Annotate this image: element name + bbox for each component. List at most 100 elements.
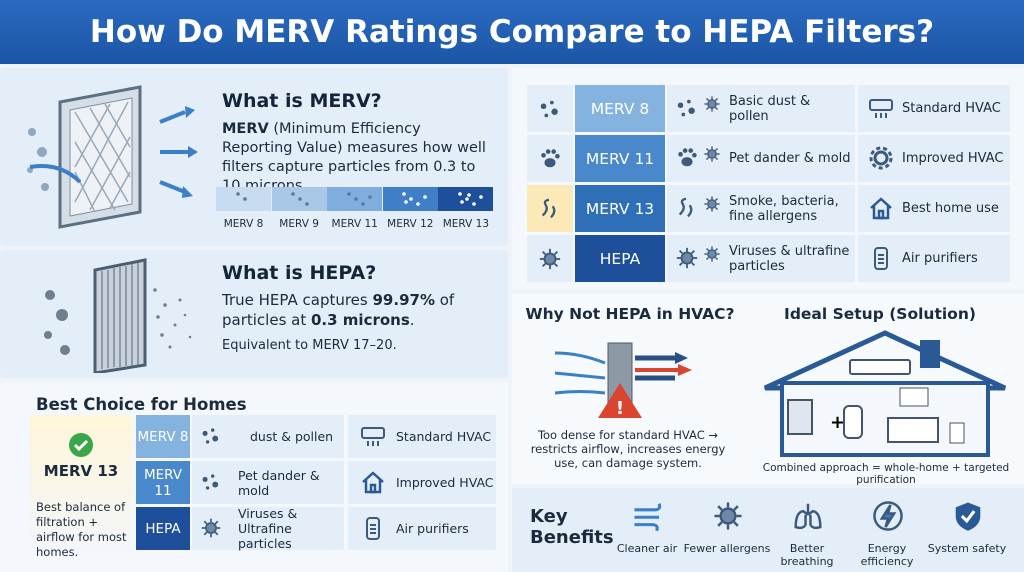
particles-text: Basic dust & pollen — [729, 93, 811, 124]
graphic — [101, 263, 139, 369]
graphic — [27, 128, 49, 191]
graphic — [183, 313, 187, 317]
graphic — [714, 256, 719, 261]
graphic — [168, 345, 172, 349]
icon — [869, 99, 893, 118]
system-text: Best home use — [902, 201, 999, 216]
graphic — [714, 97, 719, 102]
graphic — [104, 103, 131, 148]
graphic — [467, 193, 471, 197]
graphic — [109, 171, 131, 209]
rating-cell: MERV 13 — [575, 185, 665, 232]
graphic — [680, 251, 694, 265]
graphic — [188, 335, 192, 339]
graphic — [305, 202, 309, 206]
graphic — [362, 471, 384, 494]
scale-label: MERV 9 — [279, 218, 319, 230]
row-icon-cell — [527, 135, 573, 182]
system-cell: Standard HVAC — [348, 415, 496, 458]
rating-cell: MERV 11 — [575, 135, 665, 182]
graphic — [242, 197, 247, 201]
row-icon-cell — [527, 85, 573, 132]
icon — [362, 471, 384, 494]
particles-text: Pet dander & mold — [729, 151, 851, 166]
graphic — [554, 351, 606, 395]
why-title: Why Not HEPA in HVAC? — [525, 305, 735, 323]
graphic — [367, 441, 379, 446]
graphic — [714, 156, 719, 161]
graphic — [74, 103, 111, 168]
graphic — [541, 148, 560, 167]
graphic — [89, 107, 131, 178]
text: of particles at — [222, 291, 455, 329]
graphic — [362, 471, 384, 483]
merv-filter-illustration — [27, 85, 198, 229]
graphic — [539, 248, 561, 269]
benefit-icon — [872, 500, 904, 536]
system-text: Improved HVAC — [396, 475, 494, 490]
graphic — [877, 209, 885, 220]
graphic — [879, 504, 897, 528]
graphic — [29, 110, 188, 194]
why-illustration: ! — [554, 342, 692, 419]
graphic — [704, 246, 720, 262]
ideal-title: Ideal Setup (Solution) — [784, 305, 976, 323]
graphic — [875, 113, 887, 118]
graphic — [353, 197, 358, 201]
icon — [676, 247, 698, 269]
graphic — [182, 186, 193, 198]
graphic — [45, 290, 55, 300]
graphic — [551, 148, 556, 154]
benefit-label: System safety — [927, 542, 1007, 555]
particles-text: Smoke, bacteria, fine allergens — [729, 193, 839, 224]
scale-label: MERV 13 — [442, 218, 490, 230]
graphic — [74, 101, 129, 203]
graphic — [733, 505, 739, 511]
particles-text: Pet dander & mold — [238, 467, 320, 498]
ideal-illustration: + — [763, 330, 1007, 457]
graphic — [550, 100, 554, 104]
graphic — [540, 100, 558, 117]
graphic — [681, 112, 686, 117]
graphic — [182, 106, 198, 198]
scale-label: MERV 12 — [387, 218, 434, 230]
hepa-panel — [0, 250, 508, 378]
graphic — [687, 204, 693, 218]
hepa-equivalent: Equivalent to MERV 17–20. — [222, 338, 397, 353]
graphic — [56, 309, 68, 321]
graphic — [472, 202, 476, 206]
benefit-icon — [792, 500, 824, 536]
graphic — [960, 510, 976, 524]
graphic — [203, 520, 208, 525]
graphic — [692, 152, 697, 158]
graphic — [366, 517, 380, 540]
graphic — [541, 250, 547, 255]
graphic — [214, 531, 219, 536]
icon — [704, 246, 720, 262]
graphic — [678, 152, 683, 157]
graphic — [203, 531, 208, 536]
graphic — [159, 180, 186, 194]
graphic — [634, 503, 662, 532]
graphic — [74, 101, 131, 213]
graphic — [869, 99, 893, 118]
icon — [714, 502, 742, 530]
icon — [873, 501, 903, 531]
particles-cell: dust & pollen — [192, 415, 344, 458]
graphic — [705, 106, 710, 111]
system-cell: Air purifiers — [858, 235, 1010, 282]
graphic — [873, 501, 903, 531]
graphic — [423, 195, 428, 199]
graphic — [920, 340, 940, 368]
graphic — [678, 197, 687, 216]
graphic — [717, 521, 723, 527]
graphic — [235, 192, 240, 196]
particles-cell: Basic dust & pollen — [667, 85, 855, 132]
graphic — [634, 523, 659, 532]
best-pick: MERV 13 — [43, 462, 119, 480]
rating-cell: HEPA — [575, 235, 665, 282]
graphic — [870, 197, 892, 220]
particles-text: Viruses & Ultrafine particles — [238, 506, 298, 551]
header: How Do MERV Ratings Compare to HEPA Filt… — [0, 0, 1024, 64]
graphic — [707, 199, 717, 209]
